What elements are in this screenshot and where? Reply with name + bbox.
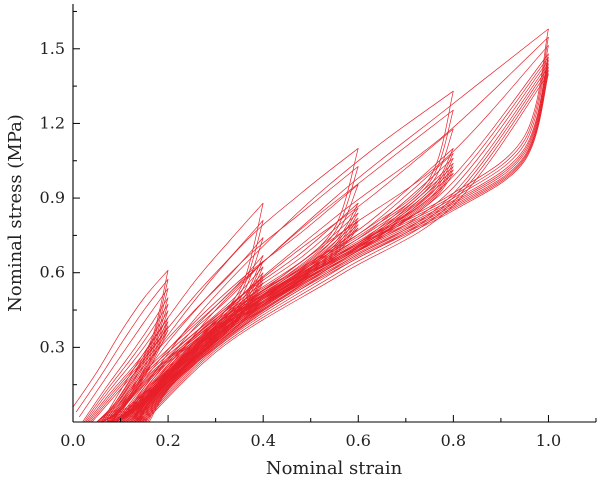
cycle-0.8-loop-1-loading-curve [120, 90, 454, 422]
x-tick-label: 0.4 [250, 431, 275, 450]
cycle-0.2-loop-1-loading-curve [75, 279, 169, 413]
y-tick-label: 0.9 [40, 188, 65, 207]
cycle-1-loop-3-loading-curve [142, 70, 549, 422]
x-axis-ticks: 0.0 0.2 0.4 0.6 0.8 1.0 [60, 415, 597, 450]
cycle-0.2-loop-1-loading-curve [73, 270, 169, 408]
y-tick-label: 0.6 [40, 263, 65, 282]
cycle-0.8-loop-2-unloading-curve [131, 153, 454, 422]
x-tick-label: 0.2 [155, 431, 180, 450]
cycle-1-loop-4-loading-curve [144, 73, 549, 422]
cycle-0.4-loop-1-loading-curve [101, 202, 264, 422]
cycle-0.4-loop-1-loading-curve [102, 220, 264, 422]
cycle-0.6-loop-2-loading-curve [117, 207, 359, 422]
cycle-0.2-loop-4-loading-curve [91, 329, 169, 422]
cycle-1-loop-1-unloading-curve [137, 45, 549, 422]
cycle-0.8-loop-2-loading-curve [125, 148, 454, 422]
x-axis-title: Nominal strain [266, 458, 403, 479]
cycle-0.6-loop-2-loading-curve [118, 212, 359, 422]
y-tick-label: 0.3 [40, 337, 65, 356]
x-tick-label: 0.6 [346, 431, 371, 450]
cycle-0.4-loop-2-loading-curve [106, 255, 264, 422]
cycle-0.2-loop-3-loading-curve [88, 321, 169, 422]
cycle-1-loop-1-unloading-curve [136, 37, 549, 422]
y-axis-ticks: 0.3 0.6 0.9 1.2 1.5 [40, 10, 80, 386]
cycle-0.8-loop-2-loading-curve [128, 157, 454, 422]
cycle-0.8-loop-3-unloading-curve [136, 166, 454, 422]
y-tick-label: 1.2 [40, 113, 65, 132]
cycle-0.8-loop-1-loading-curve [123, 128, 454, 422]
cycle-1-loop-2-loading-curve [136, 56, 549, 422]
cycle-1-loop-3-unloading-curve [147, 70, 549, 422]
cycle-0.2-loop-2-unloading-curve [96, 297, 169, 422]
hysteresis-curves [73, 28, 549, 422]
y-axis-title: Nominal stress (MPa) [5, 114, 26, 312]
cycle-0.2-loop-2-loading-curve [85, 310, 169, 422]
y-tick-label: 1.5 [40, 39, 65, 58]
cycle-1-loop-2-unloading-curve [142, 60, 549, 422]
cycle-0.6-loop-1-loading-curve [110, 148, 359, 422]
cycle-1-loop-1-loading-curve [129, 28, 549, 422]
x-tick-label: 0.0 [60, 431, 85, 450]
cycle-0.2-loop-2-loading-curve [82, 297, 169, 422]
cycle-0.6-loop-1-loading-curve [113, 184, 359, 422]
cycle-1-loop-3-loading-curve [140, 66, 549, 422]
cycle-1-loop-3-unloading-curve [144, 63, 549, 422]
cycle-0.8-loop-2-loading-curve [126, 152, 454, 422]
cycle-0.6-loop-1-loading-curve [112, 166, 359, 422]
cycle-0.8-loop-1-unloading-curve [126, 109, 454, 422]
cycle-0.2-loop-3-loading-curve [86, 317, 169, 422]
cycle-1-loop-1-loading-curve [131, 36, 549, 422]
cycle-0.4-loop-2-loading-curve [107, 260, 264, 422]
cycle-0.6-loop-3-loading-curve [120, 217, 359, 422]
cycle-1-loop-4-unloading-curve [148, 73, 549, 422]
cycle-0.8-loop-1-loading-curve [121, 109, 454, 422]
x-tick-label: 0.8 [441, 431, 466, 450]
cycle-1-loop-2-unloading-curve [140, 56, 549, 422]
cycle-1-loop-1-loading-curve [132, 45, 549, 422]
cycle-0.2-loop-2-loading-curve [83, 303, 169, 422]
x-tick-label: 1.0 [536, 431, 561, 450]
cycle-0.2-loop-1-loading-curve [78, 288, 169, 418]
cycle-1-loop-2-unloading-curve [139, 53, 549, 422]
cycle-1-loop-3-unloading-curve [145, 66, 549, 422]
